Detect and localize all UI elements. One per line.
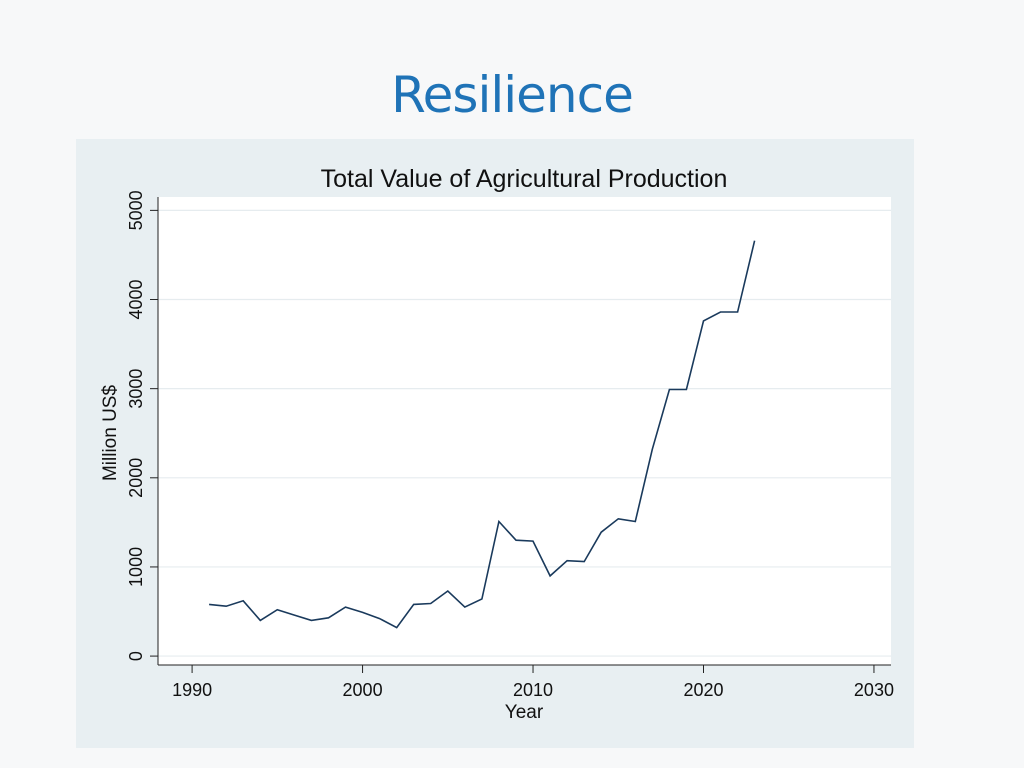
x-tick-label: 2030 [854, 680, 894, 700]
y-tick-label: 2000 [126, 458, 146, 498]
series-line [209, 240, 756, 629]
plot-area [158, 197, 891, 665]
x-axis-label: Year [505, 702, 544, 723]
y-tick-label: 1000 [126, 547, 146, 587]
x-tick-label: 2020 [683, 680, 723, 700]
y-axis-label: Million US$ [100, 385, 121, 482]
grid-lines [158, 209, 891, 657]
x-tick-label: 2000 [343, 680, 383, 700]
slide-title: Resilience [391, 66, 634, 124]
chart-panel: 0 1000 2000 3000 4000 5000 1990 2000 2010 2020 203… [76, 139, 914, 748]
x-tick-label: 2010 [513, 680, 553, 700]
y-tick-label: 4000 [126, 279, 146, 319]
y-tick-label: 3000 [126, 369, 146, 409]
x-tick-label: 1990 [172, 680, 212, 700]
chart-title: Total Value of Agricultural Production [321, 165, 728, 193]
y-tick-label: 0 [126, 651, 146, 661]
axes: 0 1000 2000 3000 4000 5000 1990 2000 2010 2020 203… [126, 190, 894, 700]
line-chart: 0 1000 2000 3000 4000 5000 1990 2000 2010 2020 203… [100, 165, 894, 723]
y-tick-label: 5000 [126, 190, 146, 230]
